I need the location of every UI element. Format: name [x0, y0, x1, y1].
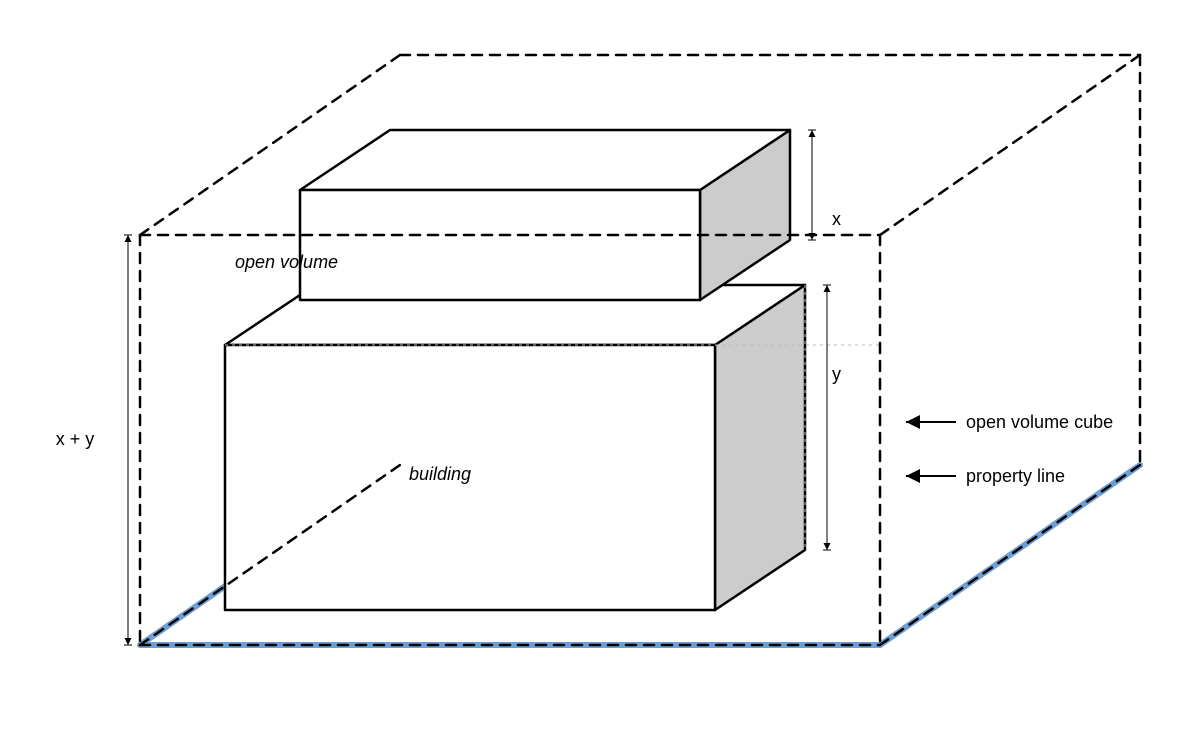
- label-arrow-cube: open volume cube: [966, 412, 1113, 432]
- label-height-lower: y: [832, 364, 841, 384]
- label-height-total: x + y: [56, 429, 95, 449]
- label-height-upper: x: [832, 209, 841, 229]
- label-open-volume: open volume: [235, 252, 338, 272]
- label-arrow-property: property line: [966, 466, 1065, 486]
- upper-box-front-face: [300, 190, 700, 300]
- label-building: building: [409, 464, 471, 484]
